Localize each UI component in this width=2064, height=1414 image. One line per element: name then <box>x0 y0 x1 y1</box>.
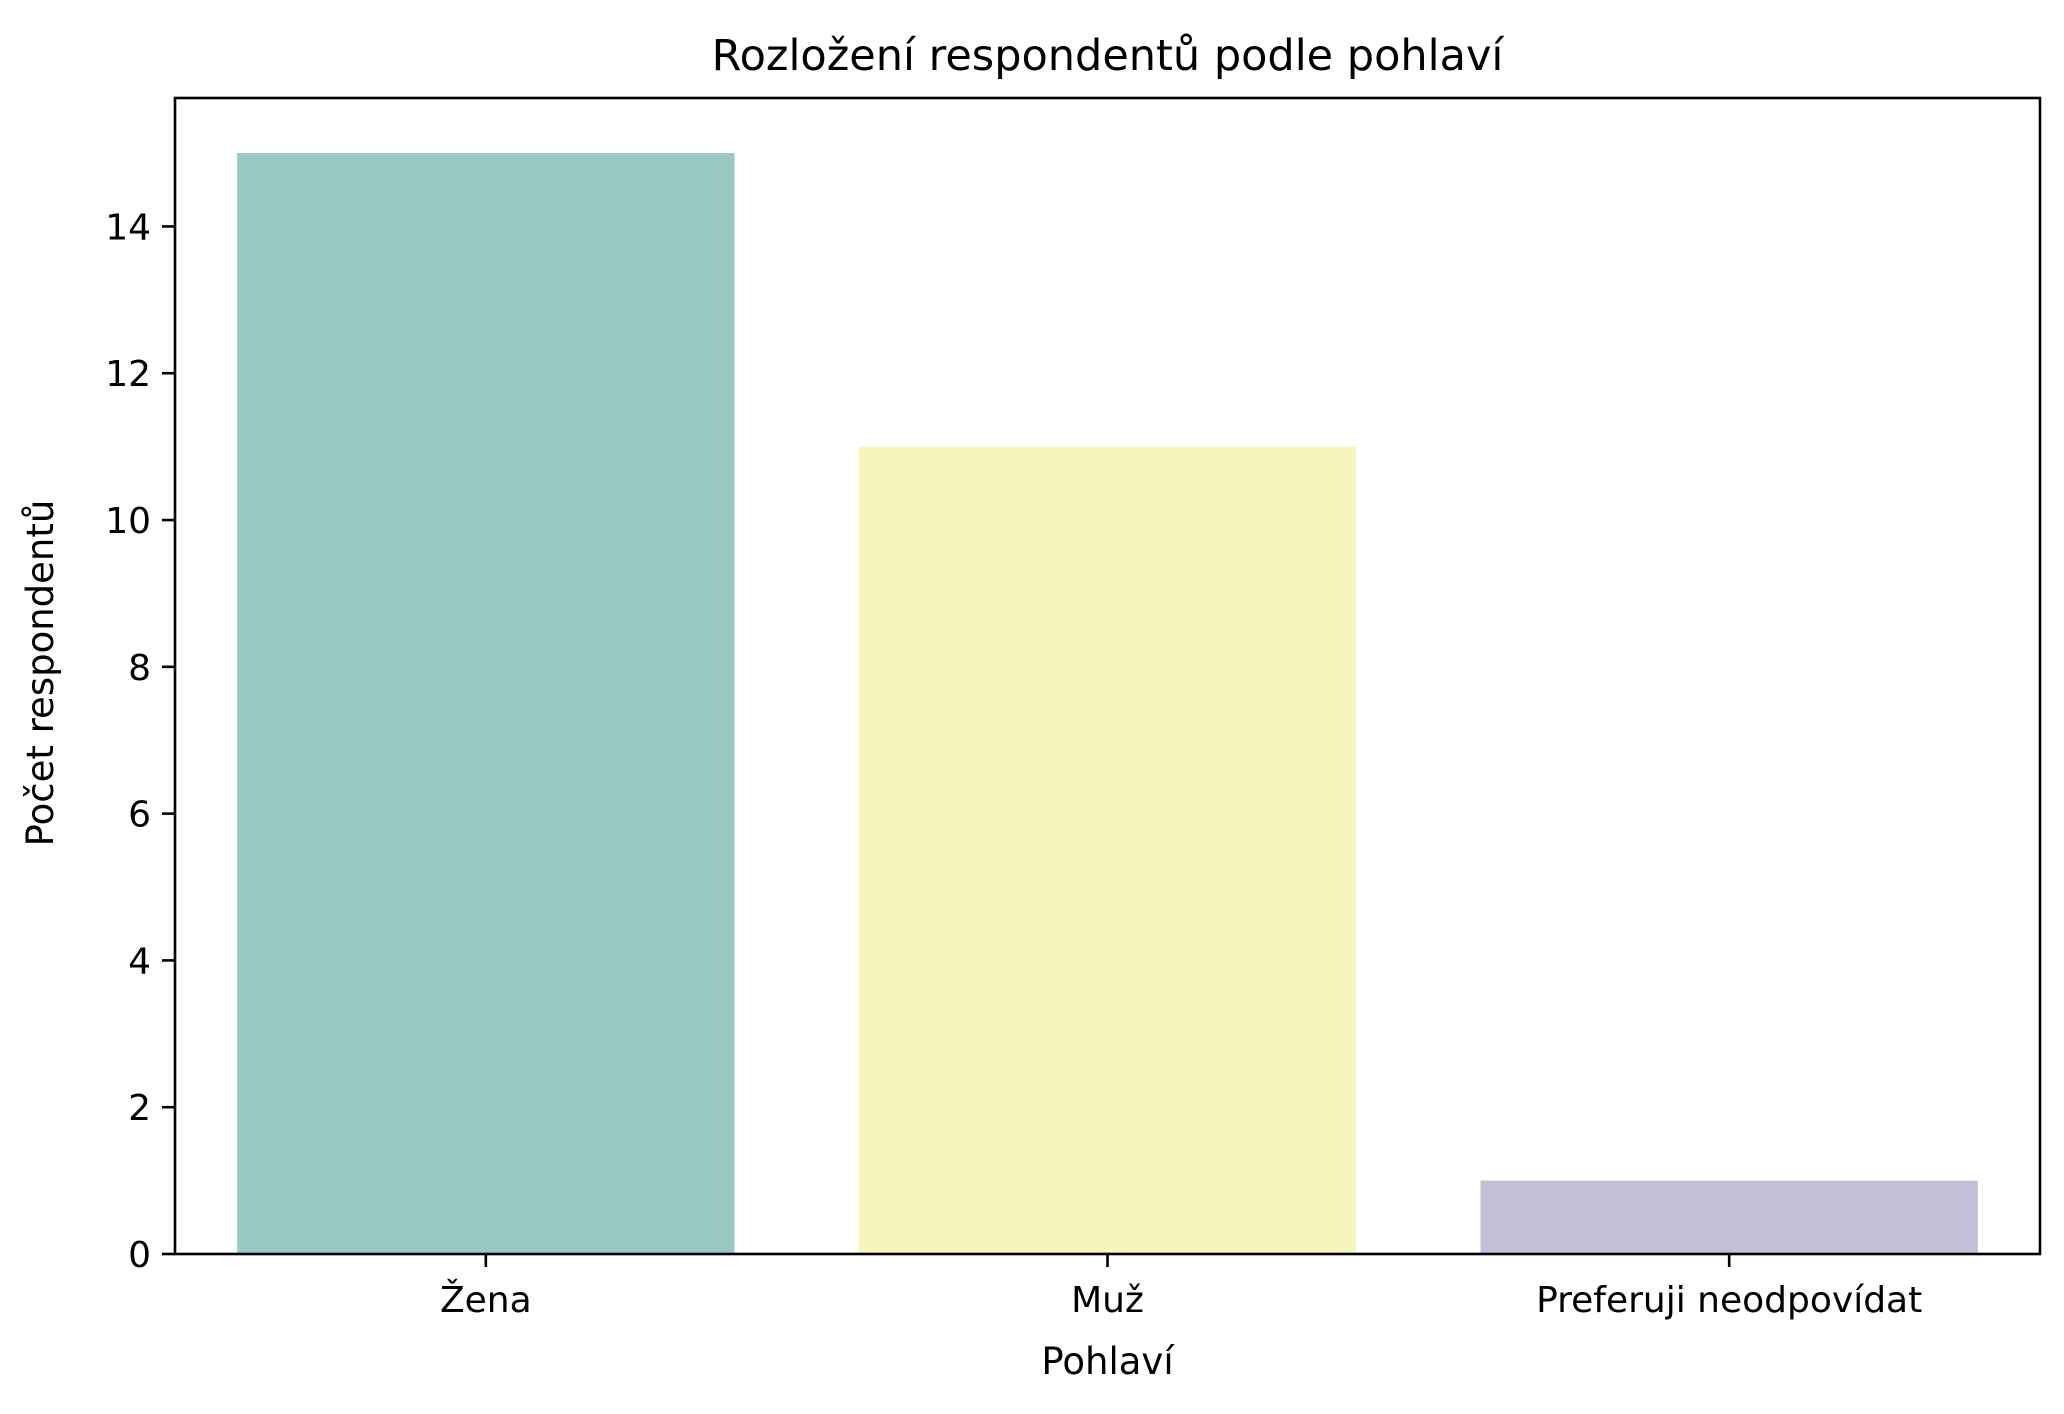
y-tick-label: 12 <box>105 354 151 395</box>
x-tick-label: Žena <box>440 1279 532 1321</box>
bar-2 <box>1480 1180 1978 1254</box>
plot-frame <box>173 96 2042 1256</box>
bars-layer <box>237 153 1978 1255</box>
x-axis-ticks: Žena Muž Preferuji neodpovídat <box>440 1254 1922 1321</box>
x-axis-title: Pohlaví <box>1041 1340 1175 1383</box>
chart-title: Rozložení respondentů podle pohlaví <box>712 31 1506 81</box>
y-tick-label: 10 <box>105 501 151 542</box>
y-tick-label: 4 <box>128 941 151 982</box>
x-tick-label: Preferuji neodpovídat <box>1536 1280 1922 1321</box>
bar-0 <box>237 153 735 1255</box>
y-axis-title: Počet respondentů <box>19 500 62 847</box>
bar-1 <box>858 446 1357 1255</box>
y-tick-label: 14 <box>105 207 151 248</box>
y-tick-label: 2 <box>128 1088 151 1129</box>
y-tick-label: 6 <box>128 795 151 836</box>
y-tick-label: 0 <box>128 1235 151 1276</box>
y-tick-label: 8 <box>128 648 151 689</box>
y-axis-ticks: 0 2 4 6 8 10 12 14 <box>105 207 175 1276</box>
x-tick-label: Muž <box>1071 1280 1144 1321</box>
